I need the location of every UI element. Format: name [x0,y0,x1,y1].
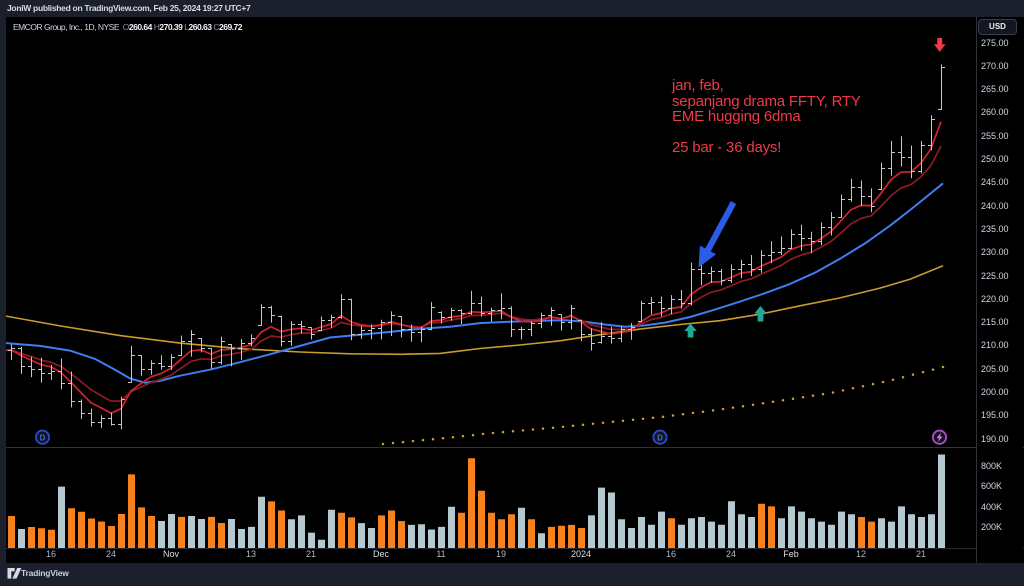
svg-text:D: D [40,433,46,442]
svg-text:D: D [657,433,663,442]
